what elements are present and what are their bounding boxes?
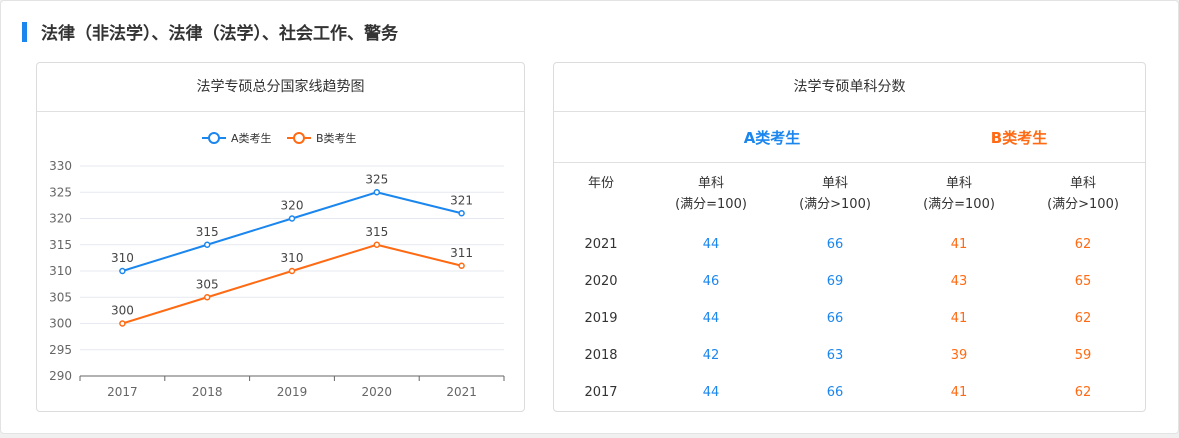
y-tick-label: 305 bbox=[49, 290, 72, 304]
row-year: 2021 bbox=[584, 237, 618, 252]
data-label: 315 bbox=[365, 225, 388, 239]
row-year: 2018 bbox=[584, 348, 618, 363]
score-cell: 62 bbox=[1074, 237, 1092, 252]
x-tick-label: 2017 bbox=[107, 385, 138, 399]
data-label: 315 bbox=[196, 225, 219, 239]
legend-marker bbox=[293, 132, 305, 144]
score-cell: 66 bbox=[826, 237, 844, 252]
x-tick-label: 2021 bbox=[446, 385, 477, 399]
score-cell: 41 bbox=[950, 311, 968, 326]
data-label: 300 bbox=[111, 304, 134, 318]
title-accent-bar bbox=[22, 22, 27, 42]
data-point bbox=[458, 262, 465, 269]
row-year: 2017 bbox=[584, 385, 618, 400]
column-header-sub: (满分>100) bbox=[1047, 197, 1119, 212]
column-header-year: 年份 bbox=[587, 176, 614, 191]
score-cell: 43 bbox=[950, 274, 968, 289]
score-cell: 62 bbox=[1074, 311, 1092, 326]
score-cell: 66 bbox=[826, 311, 844, 326]
group-b-label: B类考生 bbox=[990, 129, 1048, 147]
y-tick-label: 315 bbox=[49, 238, 72, 252]
score-cell: 66 bbox=[826, 385, 844, 400]
line-chart: 290 295 300 305 310 315 320 325 330 2017 2018 2019 2… bbox=[49, 131, 505, 399]
data-point bbox=[458, 210, 465, 217]
score-cell: 46 bbox=[702, 274, 720, 289]
column-header-sub: (满分=100) bbox=[675, 197, 747, 212]
score-cell: 62 bbox=[1074, 385, 1092, 400]
column-header-sub: (满分=100) bbox=[923, 197, 995, 212]
data-label: 310 bbox=[281, 251, 304, 265]
score-cell: 44 bbox=[702, 311, 720, 326]
x-tick-label: 2018 bbox=[192, 385, 223, 399]
data-label: 325 bbox=[365, 172, 388, 186]
data-point bbox=[373, 241, 381, 248]
row-year: 2020 bbox=[584, 274, 618, 289]
data-point bbox=[373, 189, 381, 196]
column-header: 单科 bbox=[945, 176, 972, 191]
data-point bbox=[203, 294, 211, 301]
y-tick-label: 290 bbox=[49, 369, 72, 383]
data-point bbox=[119, 267, 126, 275]
row-year: 2019 bbox=[584, 311, 618, 326]
score-cell: 41 bbox=[950, 385, 968, 400]
legend-marker bbox=[208, 132, 220, 144]
data-label: 310 bbox=[111, 251, 134, 265]
x-tick-label: 2019 bbox=[277, 385, 308, 399]
legend-label: B类考生 bbox=[316, 131, 357, 145]
data-point bbox=[288, 215, 296, 222]
trend-chart-card: 法学专硕总分国家线趋势图 290 295 300 305 310 315 320 325 330… bbox=[36, 62, 525, 412]
score-cell: 42 bbox=[702, 348, 720, 363]
y-tick-label: 325 bbox=[49, 185, 72, 199]
data-label: 311 bbox=[450, 246, 473, 260]
data-label: 320 bbox=[281, 199, 304, 213]
column-header: 单科 bbox=[697, 176, 724, 191]
score-cell: 39 bbox=[950, 348, 968, 363]
score-cell: 63 bbox=[826, 348, 844, 363]
legend-label: A类考生 bbox=[231, 131, 272, 145]
section-title: 法律（非法学）、法律（法学）、社会工作、警务 bbox=[41, 24, 398, 44]
data-point bbox=[288, 267, 296, 275]
y-tick-label: 320 bbox=[49, 212, 72, 226]
table-title: 法学专硕单科分数 bbox=[554, 63, 1145, 112]
column-header: 单科 bbox=[1069, 176, 1096, 191]
chart-title: 法学专硕总分国家线趋势图 bbox=[37, 63, 524, 112]
y-tick-label: 295 bbox=[49, 343, 72, 357]
group-a-label: A类考生 bbox=[743, 129, 801, 147]
score-cell: 44 bbox=[702, 385, 720, 400]
score-cell: 59 bbox=[1074, 348, 1092, 363]
y-tick-label: 310 bbox=[49, 264, 72, 278]
data-label: 305 bbox=[196, 277, 219, 291]
score-table-card: 法学专硕单科分数 A类考生 B类考生 年份 单科 (满分=100) 单科 (满分>100… bbox=[553, 62, 1146, 412]
data-label: 321 bbox=[450, 193, 473, 207]
score-cell: 69 bbox=[826, 274, 844, 289]
data-point bbox=[203, 241, 211, 248]
x-tick-label: 2020 bbox=[362, 385, 393, 399]
score-cell: 41 bbox=[950, 237, 968, 252]
data-point bbox=[119, 320, 126, 327]
y-tick-label: 330 bbox=[49, 159, 72, 173]
score-cell: 65 bbox=[1074, 274, 1092, 289]
y-tick-label: 300 bbox=[49, 317, 72, 331]
score-cell: 44 bbox=[702, 237, 720, 252]
column-header-sub: (满分>100) bbox=[799, 197, 871, 212]
column-header: 单科 bbox=[821, 176, 848, 191]
